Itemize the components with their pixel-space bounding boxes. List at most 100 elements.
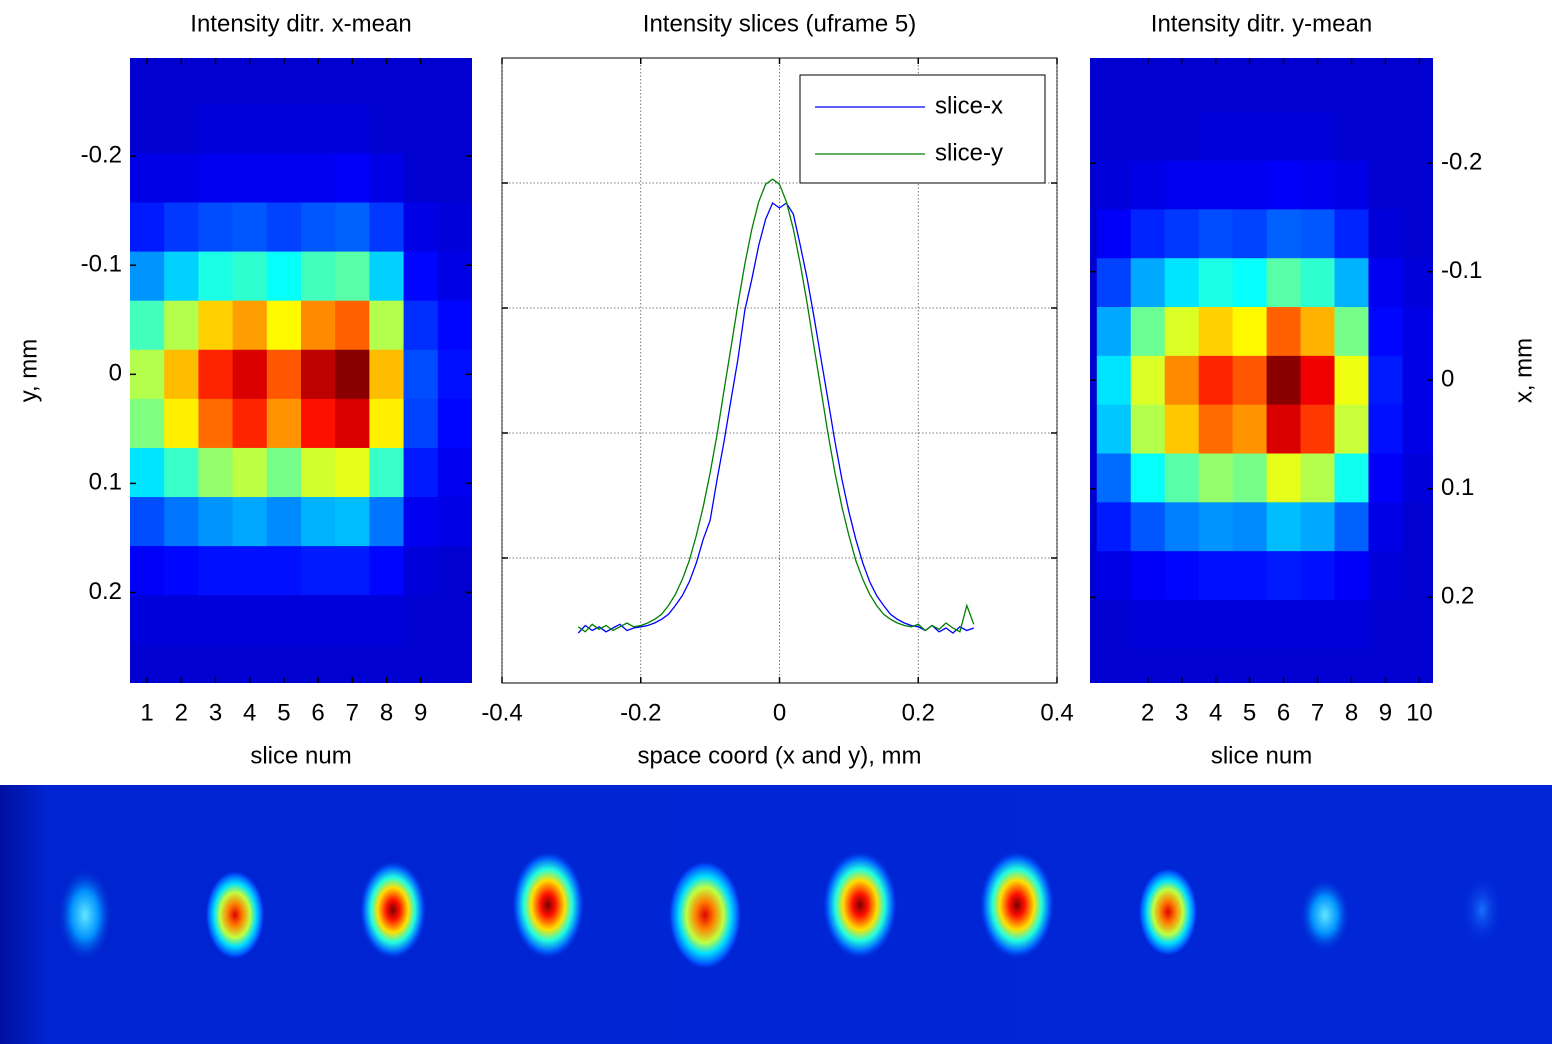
heatmap-cell xyxy=(335,104,370,154)
x-tick-label: 4 xyxy=(1209,699,1222,726)
x-tick-label: 5 xyxy=(1243,699,1256,726)
heatmap-cell xyxy=(1368,453,1403,503)
heatmap-cell xyxy=(437,447,472,498)
heatmap-cell xyxy=(1130,258,1166,308)
heatmap-cell xyxy=(198,58,234,105)
heatmap-cell xyxy=(198,644,234,683)
heatmap-cell xyxy=(164,104,199,154)
heatmap-cell xyxy=(232,58,268,105)
heatmap-cell xyxy=(1334,599,1369,650)
y-axis-label: y, mm xyxy=(15,339,42,403)
heatmap-cell xyxy=(1198,258,1234,308)
heatmap-cell xyxy=(1164,648,1200,683)
y-tick-label: 0.1 xyxy=(89,469,122,496)
heatmap-cell xyxy=(335,497,370,547)
chart-title: Intensity slices (uframe 5) xyxy=(643,10,916,37)
heatmap-cell xyxy=(403,447,439,498)
heatmap-cell xyxy=(1266,453,1302,503)
heatmap-cell xyxy=(1334,62,1369,113)
heatmap-cell xyxy=(1130,502,1166,552)
y-tick-label: -0.2 xyxy=(1441,149,1482,176)
heatmap-cell xyxy=(301,644,336,683)
heatmap-cell xyxy=(335,595,370,645)
heatmap-cell xyxy=(1334,551,1369,601)
heatmap-cell xyxy=(1368,355,1403,406)
heatmap-cell xyxy=(1334,453,1369,503)
heatmap-cell xyxy=(266,497,302,547)
spot xyxy=(511,850,585,960)
x-tick-label: 5 xyxy=(277,699,290,726)
heatmap-cell xyxy=(1300,355,1336,406)
heatmap-cell xyxy=(1300,404,1336,455)
spot xyxy=(1299,877,1351,953)
spot xyxy=(1138,867,1198,957)
heatmap-cell xyxy=(130,595,165,645)
x-tick-label: 9 xyxy=(1379,699,1392,726)
heatmap-cell xyxy=(1130,404,1166,455)
heatmap-cell xyxy=(1266,648,1302,683)
heatmap-cell xyxy=(198,300,234,351)
heatmap-cell xyxy=(1198,453,1234,503)
heatmap-cell xyxy=(301,300,336,351)
heatmap-cell xyxy=(130,546,165,596)
heatmap-cell xyxy=(1334,355,1369,406)
heatmap-cell xyxy=(164,251,199,302)
camera-image xyxy=(0,785,1552,1044)
heatmap-cell xyxy=(1334,648,1369,683)
heatmap-cell xyxy=(1198,355,1234,406)
heatmap-cell xyxy=(164,497,199,547)
heatmap-cell xyxy=(1130,599,1166,650)
heatmap-cell xyxy=(369,251,405,302)
heatmap-cell xyxy=(1402,160,1433,210)
heatmap-cell xyxy=(164,447,199,498)
x-tick-label: 6 xyxy=(311,699,324,726)
chart-title: Intensity ditr. x-mean xyxy=(190,10,411,37)
heatmap-cell xyxy=(1130,453,1166,503)
heatmap-cell xyxy=(335,202,370,253)
heatmap-cell xyxy=(1300,453,1336,503)
heatmap-cell xyxy=(1096,160,1132,210)
heatmap-cell xyxy=(198,546,234,596)
heatmap-cell xyxy=(164,546,199,596)
heatmap-cell xyxy=(266,349,302,400)
heatmap-cell xyxy=(164,398,199,449)
heatmap-cell xyxy=(1300,648,1336,683)
heatmap-cell xyxy=(369,104,405,154)
heatmap-cell xyxy=(1402,111,1433,162)
heatmap-cell xyxy=(1096,111,1132,162)
heatmap-cell xyxy=(1334,209,1369,259)
heatmap-cell xyxy=(1198,307,1234,357)
heatmap-cell xyxy=(164,300,199,351)
x-tick-label: 0 xyxy=(773,699,786,726)
heatmap-cell xyxy=(369,546,405,596)
heatmap-cell xyxy=(1096,404,1132,455)
x-axis-label: slice num xyxy=(1211,742,1312,769)
heatmap-cell xyxy=(1300,160,1336,210)
heatmap-cell xyxy=(437,300,472,351)
heatmap-cell xyxy=(403,398,439,449)
heatmap-cell xyxy=(1368,111,1403,162)
heatmap-cell xyxy=(1368,307,1403,357)
heatmap-cell xyxy=(1368,551,1403,601)
heatmap-cell xyxy=(266,398,302,449)
heatmap-cell xyxy=(232,398,268,449)
spot xyxy=(205,870,265,960)
heatmap-cell xyxy=(1164,307,1200,357)
heatmap-cell xyxy=(1266,599,1302,650)
heatmap-cell xyxy=(198,447,234,498)
heatmap-cell xyxy=(301,398,336,449)
heatmap-cell xyxy=(1232,551,1268,601)
heatmap-cell xyxy=(335,447,370,498)
x-tick-label: 3 xyxy=(209,699,222,726)
heatmap-cell xyxy=(1334,404,1369,455)
heatmap-cell xyxy=(403,300,439,351)
heatmap-cell xyxy=(232,644,268,683)
heatmap-cell xyxy=(1300,111,1336,162)
heatmap-cell xyxy=(301,546,336,596)
heatmap-cell xyxy=(403,202,439,253)
x-tick-label: 6 xyxy=(1277,699,1290,726)
heatmap-cell xyxy=(1096,307,1132,357)
heatmap-cell xyxy=(369,153,405,204)
heatmap-cell xyxy=(130,644,165,683)
